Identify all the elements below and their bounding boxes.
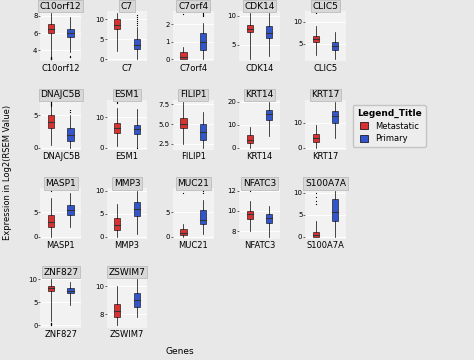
Bar bbox=[266, 214, 272, 223]
Title: C7: C7 bbox=[121, 2, 133, 11]
X-axis label: FILIP1: FILIP1 bbox=[181, 152, 206, 161]
Title: NFATC3: NFATC3 bbox=[243, 179, 276, 188]
Bar bbox=[200, 33, 206, 50]
X-axis label: CDK14: CDK14 bbox=[245, 64, 273, 73]
X-axis label: MASP1: MASP1 bbox=[46, 241, 75, 250]
Bar bbox=[114, 304, 120, 317]
Bar bbox=[246, 24, 253, 32]
Bar bbox=[114, 19, 120, 29]
Title: S100A7A: S100A7A bbox=[305, 179, 346, 188]
Bar bbox=[266, 110, 272, 120]
Bar bbox=[332, 199, 338, 221]
Title: ZNF827: ZNF827 bbox=[43, 268, 78, 277]
X-axis label: NFATC3: NFATC3 bbox=[244, 241, 275, 250]
Bar bbox=[313, 232, 319, 237]
Bar bbox=[313, 36, 319, 42]
X-axis label: DNAJC5B: DNAJC5B bbox=[42, 152, 80, 161]
Title: FILIP1: FILIP1 bbox=[180, 90, 206, 99]
Bar bbox=[48, 116, 54, 129]
Bar bbox=[48, 24, 54, 33]
X-axis label: CLIC5: CLIC5 bbox=[313, 64, 337, 73]
Title: KRT17: KRT17 bbox=[311, 90, 340, 99]
X-axis label: MUC21: MUC21 bbox=[178, 241, 208, 250]
Title: MASP1: MASP1 bbox=[46, 179, 76, 188]
Bar bbox=[134, 202, 140, 216]
Bar bbox=[48, 215, 54, 227]
Text: Expression in Log2(RSEM Value): Expression in Log2(RSEM Value) bbox=[3, 105, 11, 240]
Bar bbox=[200, 124, 206, 140]
Legend: Metastatic, Primary: Metastatic, Primary bbox=[353, 105, 426, 147]
X-axis label: ZSWIM7: ZSWIM7 bbox=[110, 330, 144, 339]
Title: C10orf12: C10orf12 bbox=[40, 2, 82, 11]
Bar bbox=[246, 135, 253, 143]
Bar bbox=[180, 52, 187, 59]
X-axis label: MMP3: MMP3 bbox=[114, 241, 139, 250]
Title: CDK14: CDK14 bbox=[244, 2, 274, 11]
Bar bbox=[246, 211, 253, 219]
Title: KRT14: KRT14 bbox=[245, 90, 273, 99]
Title: C7orf4: C7orf4 bbox=[178, 2, 208, 11]
Bar bbox=[180, 229, 187, 235]
Title: MMP3: MMP3 bbox=[114, 179, 140, 188]
Bar bbox=[67, 29, 73, 37]
X-axis label: ESM1: ESM1 bbox=[116, 152, 138, 161]
Title: MUC21: MUC21 bbox=[177, 179, 209, 188]
X-axis label: C7: C7 bbox=[121, 64, 133, 73]
Bar bbox=[114, 123, 120, 132]
X-axis label: ZNF827: ZNF827 bbox=[44, 330, 77, 339]
X-axis label: KRT17: KRT17 bbox=[312, 152, 339, 161]
Bar bbox=[266, 26, 272, 38]
Bar bbox=[200, 210, 206, 225]
X-axis label: KRT14: KRT14 bbox=[246, 152, 273, 161]
Bar bbox=[332, 111, 338, 123]
Bar bbox=[134, 293, 140, 307]
Text: Genes: Genes bbox=[166, 347, 194, 356]
Bar bbox=[180, 118, 187, 128]
Title: DNAJC5B: DNAJC5B bbox=[40, 90, 81, 99]
X-axis label: S100A7A: S100A7A bbox=[307, 241, 345, 250]
Bar bbox=[313, 134, 319, 142]
Bar bbox=[134, 39, 140, 49]
Title: ESM1: ESM1 bbox=[115, 90, 139, 99]
Bar bbox=[48, 286, 54, 291]
Bar bbox=[67, 129, 73, 141]
Bar bbox=[67, 288, 73, 293]
Bar bbox=[134, 125, 140, 134]
X-axis label: C10orf12: C10orf12 bbox=[42, 64, 80, 73]
Bar bbox=[332, 42, 338, 50]
Title: ZSWIM7: ZSWIM7 bbox=[109, 268, 146, 277]
Title: CLIC5: CLIC5 bbox=[313, 2, 338, 11]
Bar bbox=[67, 205, 73, 215]
X-axis label: C7orf4: C7orf4 bbox=[179, 64, 207, 73]
Bar bbox=[114, 218, 120, 230]
